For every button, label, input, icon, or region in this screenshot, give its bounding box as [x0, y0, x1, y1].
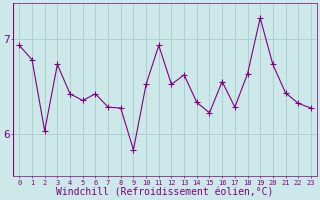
X-axis label: Windchill (Refroidissement éolien,°C): Windchill (Refroidissement éolien,°C) [56, 187, 274, 197]
